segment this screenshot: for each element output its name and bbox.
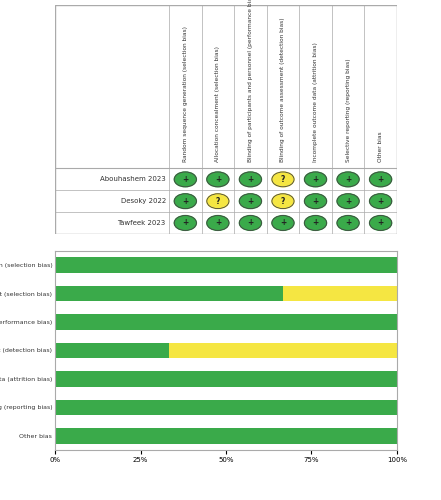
Text: +: + (182, 218, 188, 228)
Circle shape (239, 194, 262, 208)
Bar (55, 314, 397, 330)
Text: +: + (247, 218, 254, 228)
Text: +: + (345, 218, 351, 228)
Text: +: + (247, 196, 254, 205)
Circle shape (370, 194, 392, 208)
Circle shape (272, 172, 294, 187)
Text: Tawfeek 2023: Tawfeek 2023 (118, 220, 166, 226)
Text: Desoky 2022: Desoky 2022 (120, 198, 166, 204)
Text: +: + (215, 218, 221, 228)
Text: Allocation concealment (selection bias): Allocation concealment (selection bias) (215, 46, 220, 162)
Text: Selective reporting (reporting bias): Selective reporting (reporting bias) (346, 58, 351, 162)
Text: +: + (377, 218, 384, 228)
Circle shape (207, 216, 229, 230)
Text: Blinding of participants and personnel (performance bias): Blinding of participants and personnel (… (248, 0, 253, 162)
Circle shape (370, 216, 392, 230)
Circle shape (370, 172, 392, 187)
Text: +: + (312, 218, 319, 228)
Bar (55, 400, 397, 415)
Bar (55, 342, 169, 358)
Text: +: + (377, 196, 384, 205)
Text: +: + (345, 175, 351, 184)
Text: +: + (215, 175, 221, 184)
Text: Abouhashem 2023: Abouhashem 2023 (100, 176, 166, 182)
Text: +: + (312, 175, 319, 184)
Circle shape (239, 216, 262, 230)
Circle shape (304, 216, 327, 230)
Bar (55, 258, 397, 273)
Bar (55, 371, 397, 386)
Circle shape (239, 172, 262, 187)
Circle shape (304, 194, 327, 208)
Text: ?: ? (281, 175, 285, 184)
Circle shape (337, 194, 359, 208)
Text: Incomplete outcome data (attrition bias): Incomplete outcome data (attrition bias) (313, 42, 318, 162)
Text: Other bias: Other bias (378, 132, 383, 162)
Bar (55, 286, 283, 302)
Text: +: + (312, 196, 319, 205)
Bar (283, 286, 397, 302)
Text: Blinding of outcome assessment (detection bias): Blinding of outcome assessment (detectio… (280, 18, 285, 162)
Circle shape (272, 194, 294, 208)
Circle shape (207, 194, 229, 208)
Text: +: + (182, 175, 188, 184)
Text: +: + (182, 196, 188, 205)
Circle shape (174, 194, 196, 208)
Circle shape (174, 216, 196, 230)
Circle shape (337, 216, 359, 230)
Text: +: + (377, 175, 384, 184)
Text: +: + (345, 196, 351, 205)
Text: +: + (247, 175, 254, 184)
Text: ?: ? (281, 196, 285, 205)
Circle shape (337, 172, 359, 187)
Text: ?: ? (216, 196, 220, 205)
Text: +: + (280, 218, 286, 228)
Bar (55, 428, 397, 444)
Circle shape (174, 172, 196, 187)
Circle shape (304, 172, 327, 187)
Circle shape (207, 172, 229, 187)
Circle shape (272, 216, 294, 230)
Text: Random sequence generation (selection bias): Random sequence generation (selection bi… (183, 26, 188, 162)
Bar (169, 342, 397, 358)
